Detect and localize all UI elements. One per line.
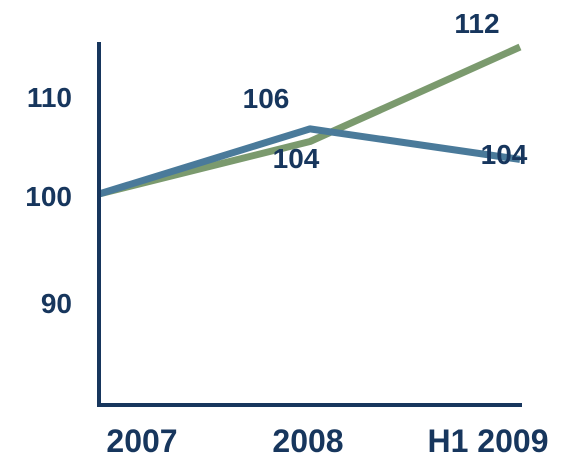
data-label-series2-2008: 106	[243, 83, 290, 114]
y-tick-label-100: 100	[25, 181, 72, 212]
series-layer	[97, 43, 522, 198]
data-labels: 104 112 106 104	[243, 8, 528, 174]
x-axis-tick-labels: 2007 2008 H1 2009	[106, 423, 548, 459]
y-axis-tick-labels: 90 100 110	[25, 82, 72, 319]
data-label-series2-h1-2009: 104	[481, 139, 528, 170]
data-label-series1-h1-2009: 112	[454, 8, 499, 39]
y-tick-label-90: 90	[41, 288, 72, 319]
x-tick-label-h1-2009: H1 2009	[428, 423, 549, 459]
y-tick-label-110: 110	[27, 82, 72, 113]
x-tick-label-2007: 2007	[106, 423, 177, 459]
x-tick-label-2008: 2008	[272, 423, 343, 459]
data-label-series1-2008: 104	[273, 143, 320, 174]
